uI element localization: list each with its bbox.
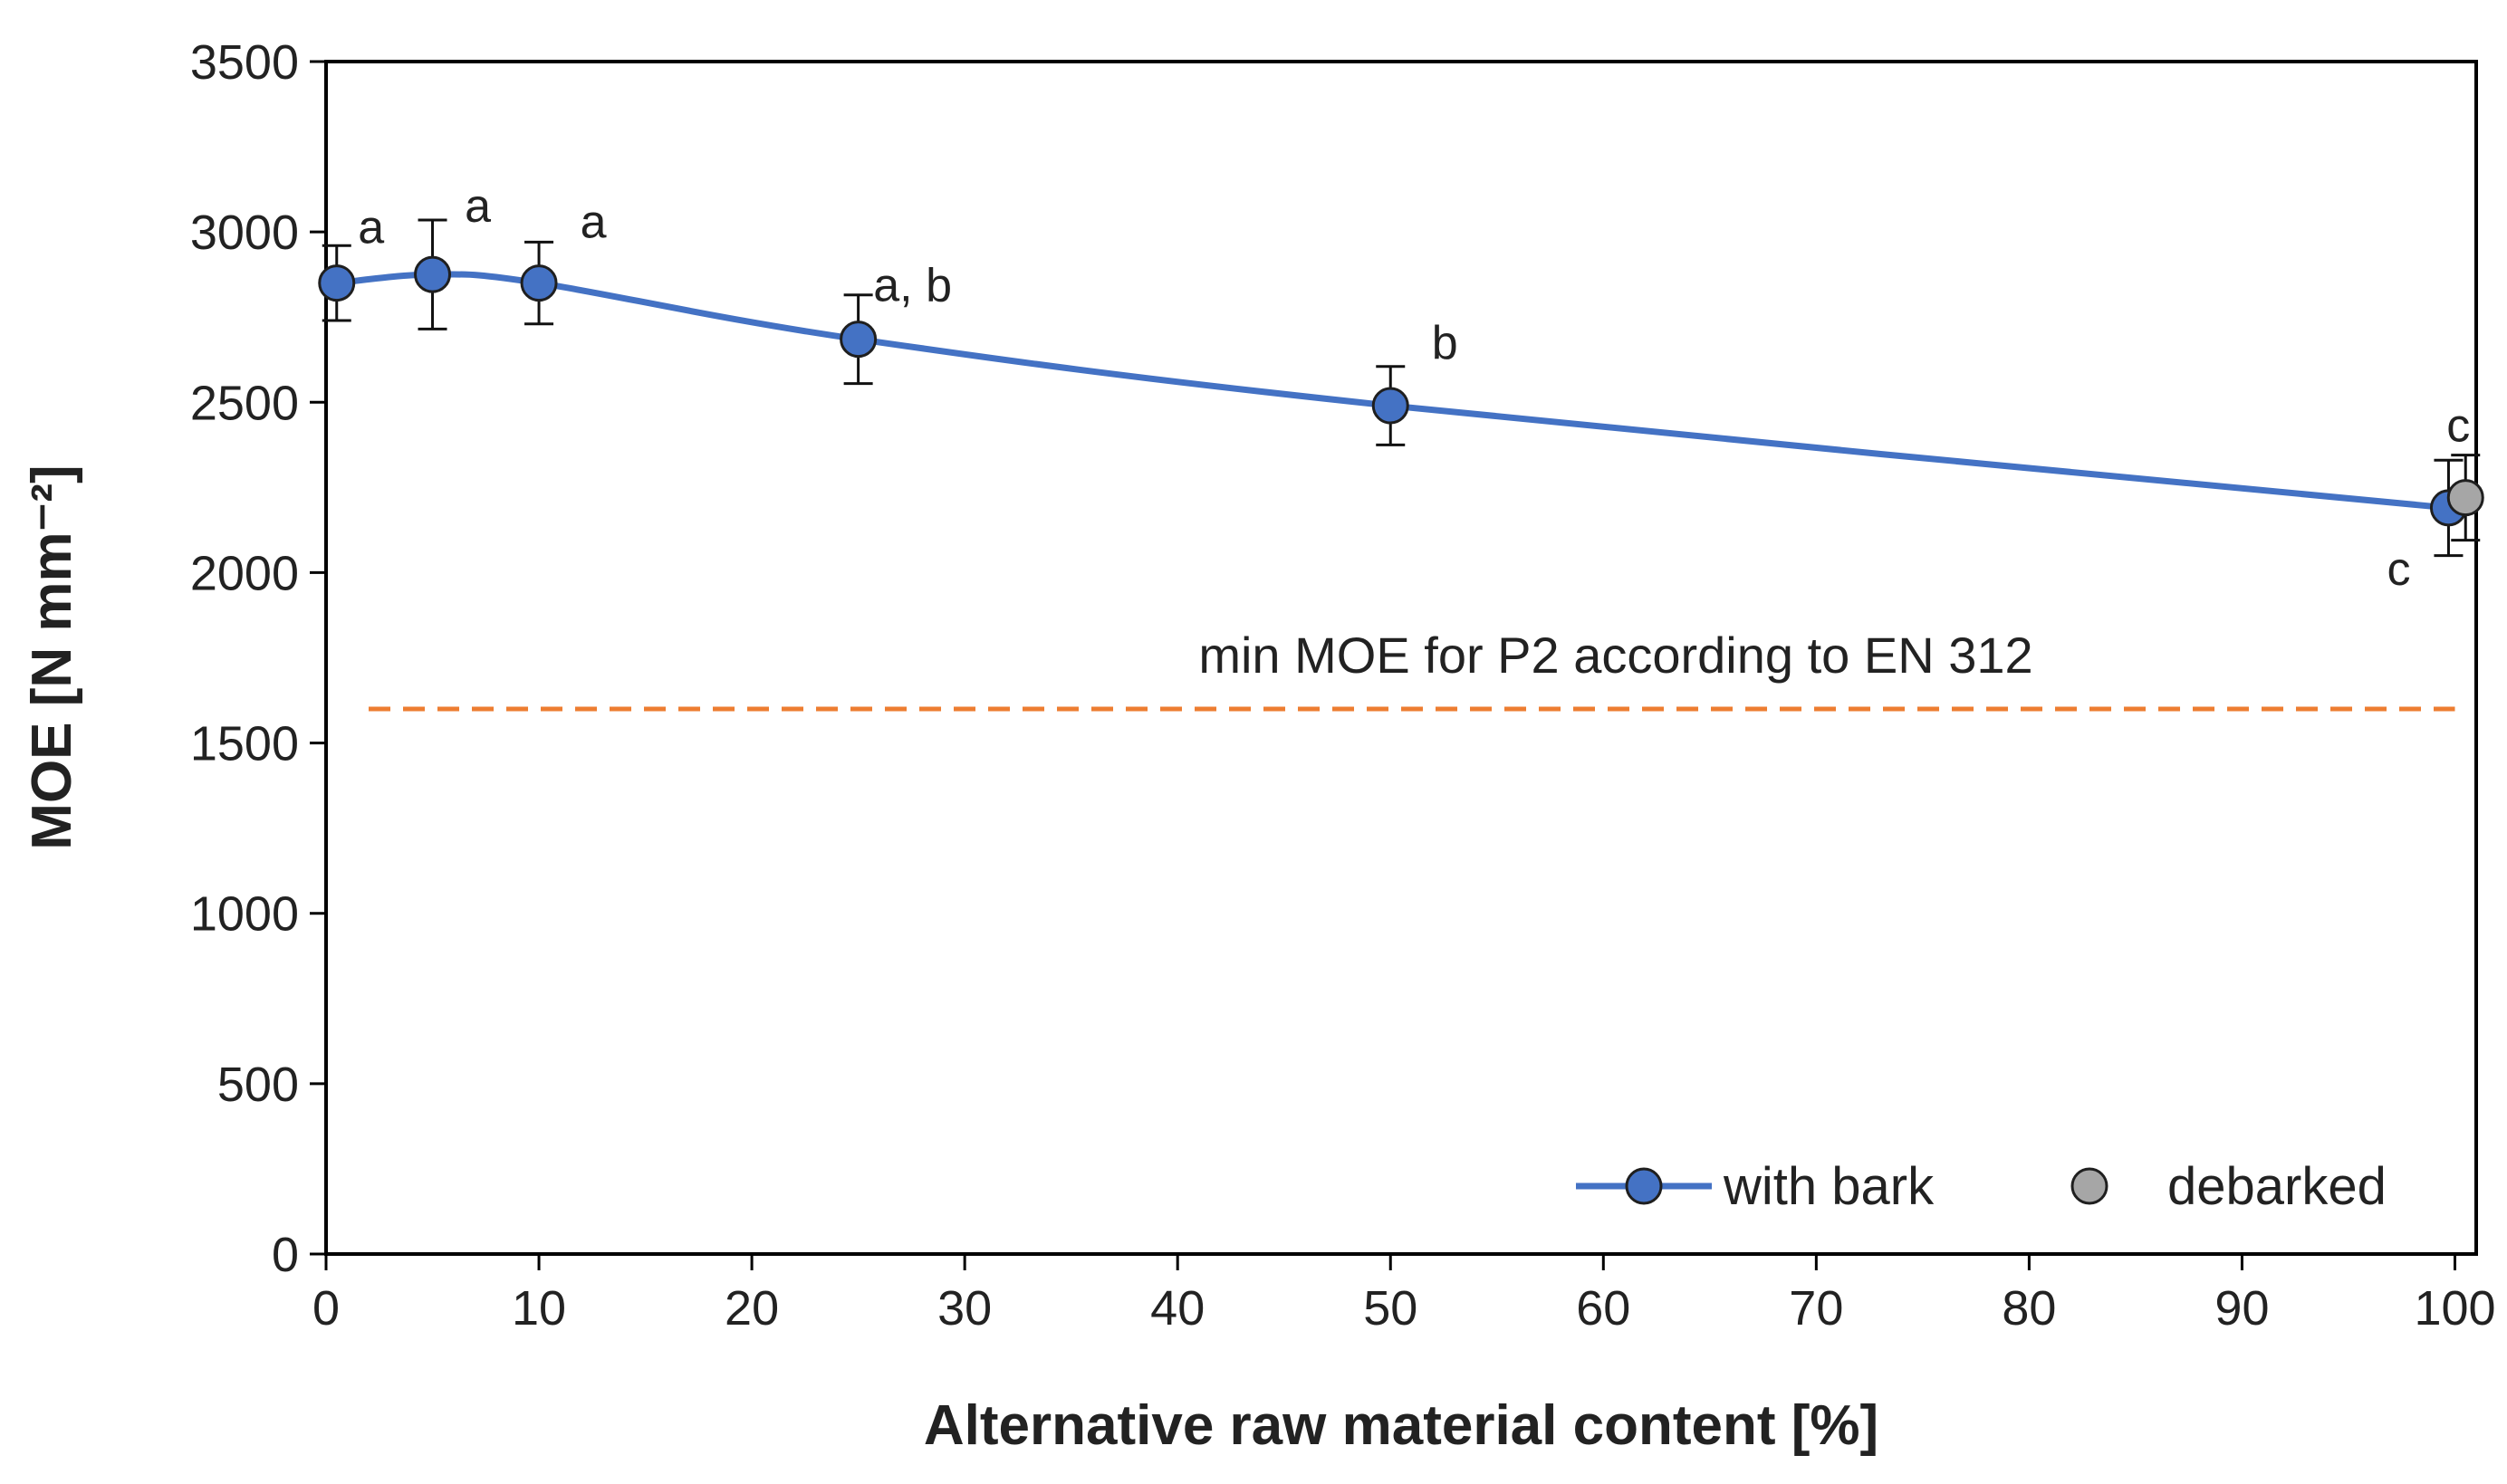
data-point xyxy=(2446,479,2484,517)
y-tick-label: 500 xyxy=(217,1058,299,1112)
series-layer xyxy=(318,218,2484,558)
y-tick-label: 0 xyxy=(272,1228,299,1282)
y-axis-title: MOE [N mm⁻²] xyxy=(21,464,83,849)
significance-label: a, b xyxy=(873,260,952,312)
y-tick-label: 3000 xyxy=(190,206,299,260)
legend: with bark debarked xyxy=(1576,1157,2387,1216)
significance-labels: a a a a, b b c c xyxy=(358,180,2470,596)
x-tick-label: 50 xyxy=(1363,1281,1417,1336)
x-axis-title: Alternative raw material content [%] xyxy=(924,1394,1878,1457)
y-tick-label: 2500 xyxy=(190,376,299,430)
axis-ticks: 0 500 1000 1500 2000 2500 3000 3500 0 10 20 30 40 50 6… xyxy=(190,35,2496,1336)
series-line-0 xyxy=(336,271,2449,512)
significance-label: c xyxy=(2446,400,2470,453)
legend-with-bark-marker xyxy=(1625,1167,1663,1205)
x-tick-label: 60 xyxy=(1576,1281,1630,1336)
x-tick-label: 20 xyxy=(725,1281,779,1336)
y-tick-label: 1000 xyxy=(190,887,299,942)
x-tick-label: 30 xyxy=(937,1281,992,1336)
x-tick-label: 40 xyxy=(1150,1281,1205,1336)
reference-line-label: min MOE for P2 according to EN 312 xyxy=(1198,627,2032,684)
x-tick-label: 10 xyxy=(512,1281,566,1336)
y-tick-label: 3500 xyxy=(190,35,299,90)
legend-debarked-marker xyxy=(2070,1167,2108,1205)
legend-debarked-label: debarked xyxy=(2167,1157,2387,1216)
data-point xyxy=(1371,387,1409,425)
y-tick-label: 1500 xyxy=(190,717,299,771)
plot-area xyxy=(324,60,2478,1256)
data-point xyxy=(318,264,356,302)
significance-label: b xyxy=(1432,317,1458,369)
data-point xyxy=(840,321,878,359)
legend-with-bark-label: with bark xyxy=(1723,1157,1935,1216)
x-tick-label: 90 xyxy=(2214,1281,2269,1336)
significance-label: c xyxy=(2387,543,2410,596)
significance-label: a xyxy=(358,202,384,254)
x-tick-label: 100 xyxy=(2414,1281,2495,1336)
reference-layer: min MOE for P2 according to EN 312 xyxy=(369,627,2455,712)
significance-label: a xyxy=(581,196,607,249)
x-tick-label: 0 xyxy=(312,1281,340,1336)
x-tick-label: 70 xyxy=(1789,1281,1843,1336)
x-tick-label: 80 xyxy=(2002,1281,2056,1336)
data-point xyxy=(414,255,452,293)
y-tick-label: 2000 xyxy=(190,546,299,600)
data-point xyxy=(520,264,558,302)
significance-label: a xyxy=(465,180,491,233)
